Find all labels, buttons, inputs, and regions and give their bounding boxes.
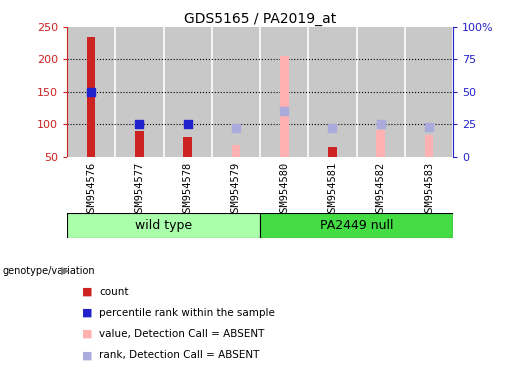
Bar [328, 147, 337, 157]
Bar [376, 129, 385, 157]
Text: genotype/variation: genotype/variation [3, 266, 95, 276]
Bar [87, 36, 95, 157]
Text: GSM954583: GSM954583 [424, 161, 434, 218]
Text: GSM954582: GSM954582 [376, 161, 386, 218]
Point [376, 121, 385, 127]
Text: ■: ■ [82, 350, 93, 360]
Text: value, Detection Call = ABSENT: value, Detection Call = ABSENT [99, 329, 264, 339]
Bar [183, 137, 192, 157]
Point [280, 108, 288, 114]
Title: GDS5165 / PA2019_at: GDS5165 / PA2019_at [184, 12, 336, 26]
Point [329, 125, 337, 131]
Text: ■: ■ [82, 287, 93, 297]
Bar [135, 131, 144, 157]
Point [425, 124, 433, 130]
FancyBboxPatch shape [260, 213, 453, 238]
Text: percentile rank within the sample: percentile rank within the sample [99, 308, 275, 318]
Point [232, 125, 240, 131]
Point [183, 121, 192, 127]
Text: GSM954579: GSM954579 [231, 161, 241, 218]
Text: GSM954578: GSM954578 [183, 161, 193, 218]
Text: GSM954576: GSM954576 [86, 161, 96, 218]
Bar [425, 136, 434, 157]
Bar [280, 56, 288, 157]
Point [135, 121, 144, 127]
Text: rank, Detection Call = ABSENT: rank, Detection Call = ABSENT [99, 350, 259, 360]
Point [87, 89, 95, 95]
Text: GSM954580: GSM954580 [279, 161, 289, 218]
Text: count: count [99, 287, 128, 297]
Text: GSM954581: GSM954581 [328, 161, 337, 218]
Text: GSM954577: GSM954577 [134, 161, 144, 218]
Text: PA2449 null: PA2449 null [320, 219, 393, 232]
Text: wild type: wild type [135, 219, 192, 232]
FancyBboxPatch shape [67, 213, 260, 238]
Text: ▶: ▶ [61, 266, 70, 276]
Text: ■: ■ [82, 329, 93, 339]
Text: ■: ■ [82, 308, 93, 318]
Bar [232, 145, 241, 157]
